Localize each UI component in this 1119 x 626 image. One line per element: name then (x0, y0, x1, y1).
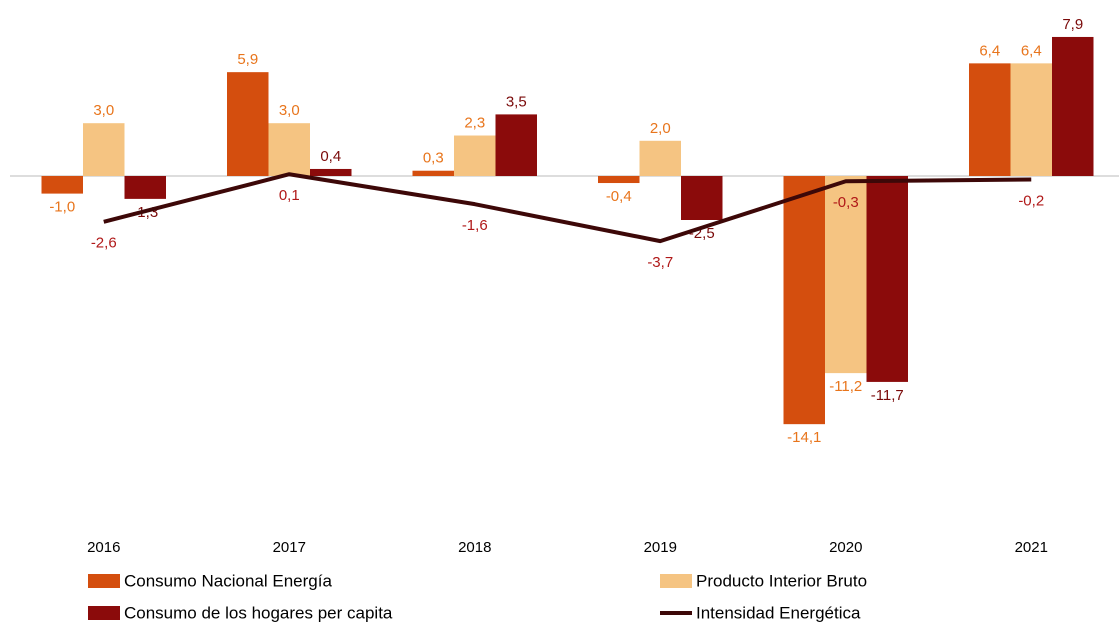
bar (124, 176, 166, 199)
legend-swatch (88, 606, 120, 620)
x-tick-label: 2019 (644, 539, 677, 556)
bar (866, 176, 908, 382)
value-label: 5,9 (237, 51, 258, 68)
bar (783, 176, 825, 425)
bar (412, 170, 454, 176)
value-label: 6,4 (1021, 42, 1042, 59)
value-label: 2,0 (650, 120, 671, 137)
value-label: 7,9 (1062, 16, 1083, 33)
value-label: 0,3 (423, 150, 444, 167)
bar (495, 114, 537, 176)
value-label: -14,1 (787, 429, 821, 446)
legend-label: Consumo Nacional Energía (124, 571, 332, 590)
value-label: 2,3 (464, 114, 485, 131)
legend-label: Consumo de los hogares per capita (124, 603, 393, 622)
value-label: -11,2 (829, 378, 862, 395)
x-tick-label: 2020 (829, 539, 862, 556)
bar (454, 135, 496, 176)
value-label: 3,0 (279, 102, 300, 119)
x-tick-label: 2017 (273, 539, 306, 556)
x-tick-label: 2021 (1015, 539, 1048, 556)
bar (41, 176, 83, 194)
value-label: 6,4 (979, 42, 1000, 59)
bar (83, 123, 125, 176)
value-label: -1,6 (462, 217, 488, 234)
bar (1010, 63, 1052, 176)
x-tick-label: 2018 (458, 539, 491, 556)
bar (268, 123, 310, 176)
value-label: -2,6 (91, 235, 117, 252)
bar (227, 72, 269, 176)
line (103, 172, 1032, 244)
bar (825, 176, 867, 374)
bar (639, 140, 681, 176)
value-label: 0,4 (320, 148, 341, 165)
value-label: -1,0 (49, 199, 75, 216)
value-label: 3,0 (93, 102, 114, 119)
legend-swatch (660, 574, 692, 588)
value-label: -0,3 (833, 194, 859, 211)
bar (681, 176, 723, 220)
x-tick-label: 2016 (87, 539, 120, 556)
value-label: -11,7 (871, 387, 904, 404)
legend-label: Producto Interior Bruto (696, 571, 867, 590)
value-label: 0,1 (279, 187, 300, 204)
bar (598, 176, 640, 184)
value-label: -0,2 (1018, 192, 1044, 209)
value-label: -0,4 (606, 188, 632, 205)
bar (310, 168, 352, 176)
bar (969, 63, 1011, 176)
legend-swatch (88, 574, 120, 588)
value-label: -3,7 (647, 254, 673, 271)
legend-label: Intensidad Energética (696, 603, 861, 622)
bar (1052, 36, 1094, 177)
value-label: 3,5 (506, 93, 527, 110)
